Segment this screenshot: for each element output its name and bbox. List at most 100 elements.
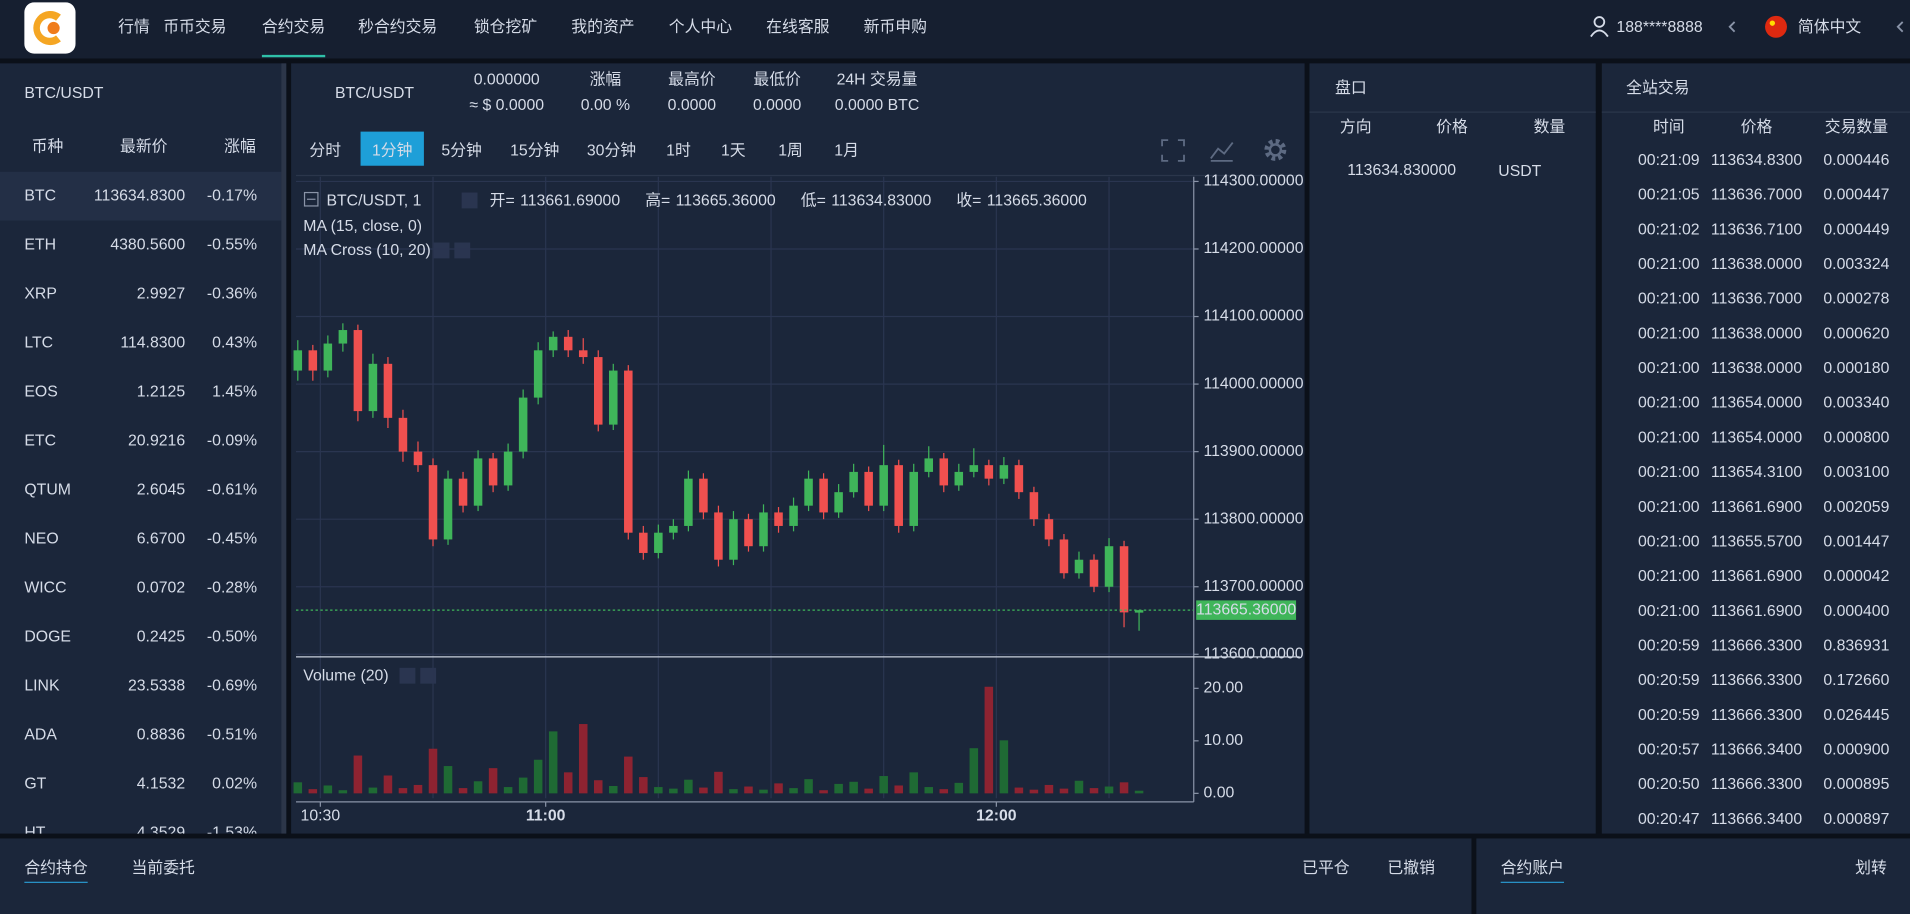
market-row[interactable]: XRP 2.9927 -0.36%	[24, 285, 257, 302]
bottom-action[interactable]: 已撤销	[1387, 859, 1435, 877]
logo[interactable]	[24, 2, 76, 54]
fullscreen-icon[interactable]	[1161, 139, 1185, 162]
stat-value: 0.0000	[668, 97, 717, 114]
market-row[interactable]: NEO 6.6700 -0.45%	[24, 530, 257, 547]
change: -0.50%	[207, 628, 257, 645]
market-row[interactable]: EOS 1.2125 1.45%	[24, 383, 257, 400]
coin: DOGE	[24, 628, 71, 645]
candle-body	[864, 471, 873, 506]
candle-body	[984, 465, 994, 479]
candle-body	[1119, 546, 1129, 613]
volume-bar	[503, 787, 513, 794]
market-row[interactable]: LTC 114.8300 0.43%	[24, 334, 257, 351]
orderbook-header: 价格	[1436, 118, 1468, 136]
collapse-icon[interactable]	[303, 191, 319, 207]
close-box[interactable]	[420, 667, 437, 684]
market-row[interactable]: DOGE 0.2425 -0.50%	[24, 628, 257, 645]
market-row[interactable]: BTC 113634.8300 -0.17%	[24, 187, 257, 204]
settings-icon[interactable]	[1264, 138, 1287, 161]
trade-amount: 0.000895	[1823, 776, 1889, 793]
indicator-label: MA Cross (10, 20)	[303, 242, 431, 259]
nav-item[interactable]: 锁仓挖矿	[474, 18, 537, 36]
volume-tick-label: 20.00	[1203, 680, 1243, 697]
candle-body	[639, 532, 648, 553]
nav-item[interactable]: 秒合约交易	[358, 18, 437, 36]
nav-item[interactable]: 合约交易	[262, 18, 325, 36]
settings-box[interactable]	[433, 242, 450, 259]
user-phone[interactable]: 188****8888	[1616, 19, 1702, 36]
candle-body	[699, 478, 708, 513]
trade-time: 00:21:00	[1638, 568, 1700, 585]
volume-bar	[323, 785, 333, 794]
candle-body	[894, 465, 903, 526]
bottom-tab[interactable]: 合约持仓	[24, 859, 87, 877]
bottom-action[interactable]: 已平仓	[1302, 859, 1350, 877]
last-price: 4.1532	[137, 775, 185, 792]
volume-bar	[639, 777, 648, 794]
trade-price: 113654.3100	[1711, 464, 1802, 481]
candle-body	[744, 519, 753, 547]
user-icon[interactable]	[1590, 16, 1609, 38]
market-row[interactable]: WICC 0.0702 -0.28%	[24, 579, 257, 596]
candle-body	[684, 478, 693, 526]
volume-bar	[789, 788, 798, 794]
volume-bar	[563, 772, 573, 794]
interval[interactable]: 1分钟	[372, 141, 412, 159]
volume-bar	[533, 759, 543, 794]
market-row[interactable]: GT 4.1532 0.02%	[24, 775, 257, 792]
close-box[interactable]	[454, 242, 471, 259]
nav-item[interactable]: 行情	[118, 18, 150, 36]
indicator-icon[interactable]	[1210, 142, 1234, 162]
market-row[interactable]: QTUM 2.6045 -0.61%	[24, 481, 257, 498]
interval[interactable]: 1周	[778, 142, 803, 159]
interval[interactable]: 1天	[721, 142, 746, 159]
candle-body	[939, 458, 949, 486]
trade-amount: 0.026445	[1823, 707, 1889, 724]
candle-body	[1044, 519, 1054, 540]
bottom-tab[interactable]: 当前委托	[132, 859, 195, 877]
market-row[interactable]: HT 4.3529 -1.53%	[24, 824, 257, 841]
candle-body	[353, 330, 363, 412]
trade-time: 00:20:47	[1638, 811, 1700, 828]
x-tick-label: 12:00	[976, 808, 1017, 825]
language[interactable]: 简体中文	[1798, 18, 1861, 36]
interval[interactable]: 分时	[309, 141, 341, 159]
x-tick-label: 11:00	[526, 808, 566, 825]
nav-item[interactable]: 新币申购	[864, 18, 927, 36]
nav-item[interactable]: 我的资产	[571, 18, 634, 36]
ohlc-value: 113661.69000	[520, 192, 620, 209]
interval[interactable]: 1月	[834, 142, 859, 159]
volume-bar	[1134, 790, 1144, 794]
market-row[interactable]: LINK 23.5338 -0.69%	[24, 677, 257, 694]
interval-active-bg	[360, 131, 424, 166]
nav-item[interactable]: 个人中心	[669, 18, 732, 36]
market-row[interactable]: ETC 20.9216 -0.09%	[24, 432, 257, 449]
candle-body	[774, 512, 783, 526]
account-tab[interactable]: 合约账户	[1501, 859, 1564, 877]
nav-item[interactable]: 币币交易	[163, 18, 226, 36]
chevron	[1728, 21, 1736, 33]
volume-bar	[849, 781, 858, 794]
candle-body	[308, 350, 318, 371]
candle-body	[804, 478, 813, 506]
volume-bar	[864, 788, 873, 794]
market-row[interactable]: ADA 0.8836 -0.51%	[24, 726, 257, 743]
interval[interactable]: 5分钟	[441, 141, 481, 159]
positions-bar	[0, 838, 1472, 914]
trade-amount: 0.000446	[1823, 152, 1889, 169]
interval[interactable]: 1时	[666, 141, 691, 159]
change: -0.61%	[207, 481, 257, 498]
trade-time: 00:21:00	[1638, 603, 1700, 620]
interval[interactable]: 30分钟	[587, 141, 636, 159]
nav-item[interactable]: 在线客服	[766, 18, 829, 36]
market-row[interactable]: ETH 4380.5600 -0.55%	[24, 236, 257, 253]
trade-amount: 0.003340	[1823, 395, 1889, 412]
transfer-button[interactable]: 划转	[1855, 859, 1887, 877]
trade-price: 113654.0000	[1711, 395, 1802, 412]
settings-box[interactable]	[399, 667, 416, 684]
coin: NEO	[24, 530, 58, 547]
settings-box[interactable]	[461, 192, 478, 209]
change: -0.55%	[207, 236, 257, 253]
interval[interactable]: 15分钟	[510, 141, 559, 159]
trade-price: 113666.3300	[1711, 637, 1802, 654]
